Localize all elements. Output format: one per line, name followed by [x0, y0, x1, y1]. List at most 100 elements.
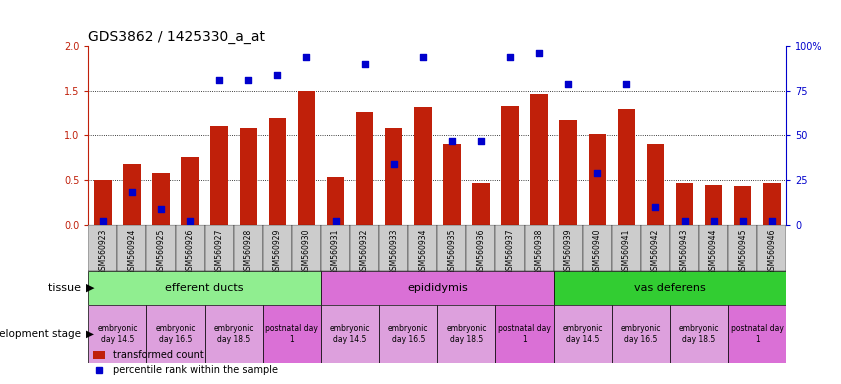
Text: GSM560932: GSM560932 [360, 228, 369, 275]
Bar [182, 157, 198, 225]
Point [562, 81, 575, 87]
Bar [553, 305, 612, 363]
Text: GSM560939: GSM560939 [563, 228, 573, 275]
Text: GSM560934: GSM560934 [418, 228, 427, 275]
Text: postnatal day
1: postnatal day 1 [498, 324, 551, 344]
Text: embryonic
day 16.5: embryonic day 16.5 [621, 324, 661, 344]
Point [96, 218, 109, 224]
Bar [408, 225, 437, 271]
Point [590, 170, 604, 176]
Point [503, 54, 516, 60]
Bar [88, 305, 146, 363]
Text: embryonic
day 14.5: embryonic day 14.5 [563, 324, 603, 344]
Text: embryonic
day 14.5: embryonic day 14.5 [330, 324, 370, 344]
Text: GSM560940: GSM560940 [593, 228, 602, 275]
Point [329, 218, 342, 224]
Point [620, 81, 633, 87]
Text: GSM560931: GSM560931 [331, 228, 340, 275]
Point [416, 54, 430, 60]
Text: GSM560925: GSM560925 [156, 228, 166, 275]
Bar [262, 305, 321, 363]
Bar [385, 128, 402, 225]
Bar [350, 225, 379, 271]
Bar [94, 180, 112, 225]
Bar [670, 305, 728, 363]
Text: GSM560941: GSM560941 [621, 228, 631, 275]
Point [474, 137, 488, 144]
Text: ▶: ▶ [86, 329, 94, 339]
Point [299, 54, 313, 60]
Text: embryonic
day 18.5: embryonic day 18.5 [214, 324, 254, 344]
Legend: transformed count, percentile rank within the sample: transformed count, percentile rank withi… [93, 351, 278, 375]
Bar [734, 186, 751, 225]
Point [183, 218, 197, 224]
Point [445, 137, 458, 144]
Bar [676, 183, 693, 225]
Bar [705, 185, 722, 225]
Bar [240, 128, 257, 225]
Bar [210, 126, 228, 225]
Bar [146, 305, 204, 363]
Bar [495, 225, 525, 271]
Bar [763, 183, 780, 225]
Bar [617, 109, 635, 225]
Point [648, 204, 662, 210]
Text: development stage: development stage [0, 329, 84, 339]
Bar [292, 225, 321, 271]
Bar [146, 225, 176, 271]
Bar [670, 225, 699, 271]
Bar [379, 305, 437, 363]
Bar [204, 305, 262, 363]
Bar [234, 225, 262, 271]
Bar [123, 164, 140, 225]
Text: GSM560943: GSM560943 [680, 228, 689, 275]
Bar [728, 305, 786, 363]
Text: GSM560924: GSM560924 [128, 228, 136, 275]
Text: GSM560937: GSM560937 [505, 228, 515, 275]
Point [125, 189, 139, 195]
Text: embryonic
day 16.5: embryonic day 16.5 [156, 324, 196, 344]
Text: epididymis: epididymis [407, 283, 468, 293]
Bar [525, 225, 553, 271]
Bar [152, 173, 170, 225]
Point [154, 205, 167, 212]
Bar [437, 225, 467, 271]
Bar [414, 107, 431, 225]
Point [707, 218, 721, 224]
Point [213, 77, 226, 83]
Text: GSM560929: GSM560929 [272, 228, 282, 275]
Bar [553, 271, 786, 305]
Bar [611, 305, 670, 363]
Text: GSM560946: GSM560946 [767, 228, 776, 275]
Bar [757, 225, 786, 271]
Text: GSM560930: GSM560930 [302, 228, 311, 275]
Text: efferent ducts: efferent ducts [166, 283, 244, 293]
Bar [204, 225, 234, 271]
Bar [176, 225, 204, 271]
Bar [583, 225, 611, 271]
Text: GSM560935: GSM560935 [447, 228, 457, 275]
Text: GSM560944: GSM560944 [709, 228, 718, 275]
Bar [589, 134, 606, 225]
Bar [321, 271, 553, 305]
Text: vas deferens: vas deferens [634, 283, 706, 293]
Bar [437, 305, 495, 363]
Bar [321, 305, 379, 363]
Bar [647, 144, 664, 225]
Text: GSM560945: GSM560945 [738, 228, 747, 275]
Text: GSM560927: GSM560927 [214, 228, 224, 275]
Text: postnatal day
1: postnatal day 1 [731, 324, 784, 344]
Bar [699, 225, 728, 271]
Point [358, 61, 372, 67]
Text: GSM560942: GSM560942 [651, 228, 660, 275]
Text: embryonic
day 18.5: embryonic day 18.5 [447, 324, 487, 344]
Text: GSM560933: GSM560933 [389, 228, 398, 275]
Point [241, 77, 255, 83]
Bar [495, 305, 553, 363]
Text: GSM560936: GSM560936 [477, 228, 485, 275]
Bar [88, 225, 118, 271]
Point [532, 50, 546, 56]
Bar [611, 225, 641, 271]
Bar [553, 225, 583, 271]
Bar [321, 225, 350, 271]
